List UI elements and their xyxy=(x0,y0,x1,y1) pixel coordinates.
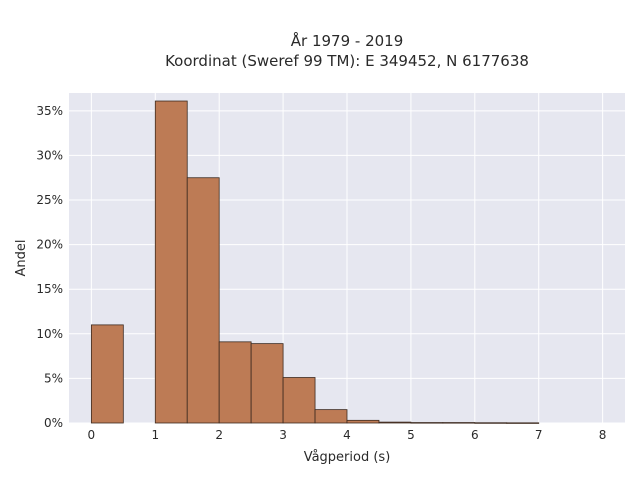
y-tick-label: 25% xyxy=(36,193,63,207)
y-tick-label: 0% xyxy=(44,416,63,430)
y-tick-label: 5% xyxy=(44,371,63,385)
histogram-bar xyxy=(186,177,220,424)
x-tick-label: 4 xyxy=(343,428,351,442)
histogram-bar xyxy=(250,343,284,424)
x-tick-label: 3 xyxy=(279,428,287,442)
x-axis-label: Vågperiod (s) xyxy=(304,450,391,465)
x-tick-label: 7 xyxy=(535,428,543,442)
histogram-bars xyxy=(90,100,540,424)
y-tick-label: 15% xyxy=(36,282,63,296)
chart-title-line-2: Koordinat (Sweref 99 TM): E 349452, N 61… xyxy=(165,52,529,70)
histogram-bar xyxy=(154,100,188,424)
histogram-bar xyxy=(442,422,476,424)
x-tick-label: 1 xyxy=(151,428,159,442)
histogram-bar xyxy=(506,422,540,424)
x-tick-label: 8 xyxy=(599,428,607,442)
histogram-bar xyxy=(410,422,444,424)
x-tick-label: 5 xyxy=(407,428,415,442)
y-tick-label: 20% xyxy=(36,238,63,252)
histogram-bar xyxy=(474,422,508,424)
y-tick-label: 35% xyxy=(36,104,63,118)
histogram-bar xyxy=(378,421,412,424)
chart-title-line-1: År 1979 - 2019 xyxy=(291,31,404,50)
histogram-bar xyxy=(346,419,380,424)
x-tick-label: 6 xyxy=(471,428,479,442)
histogram-bar xyxy=(314,409,348,424)
x-tick-label: 0 xyxy=(88,428,96,442)
histogram-bar xyxy=(90,324,124,424)
histogram-bar xyxy=(282,377,316,424)
histogram-bar xyxy=(218,341,252,424)
y-axis-label: Andel xyxy=(14,240,29,277)
y-tick-label: 30% xyxy=(36,148,63,162)
axis-ticks: 0 1 2 3 4 5 6 7 8 0% 5% 10% 15% 20% 25% 30% 35% xyxy=(36,104,606,442)
y-tick-label: 10% xyxy=(36,327,63,341)
x-tick-label: 2 xyxy=(215,428,223,442)
